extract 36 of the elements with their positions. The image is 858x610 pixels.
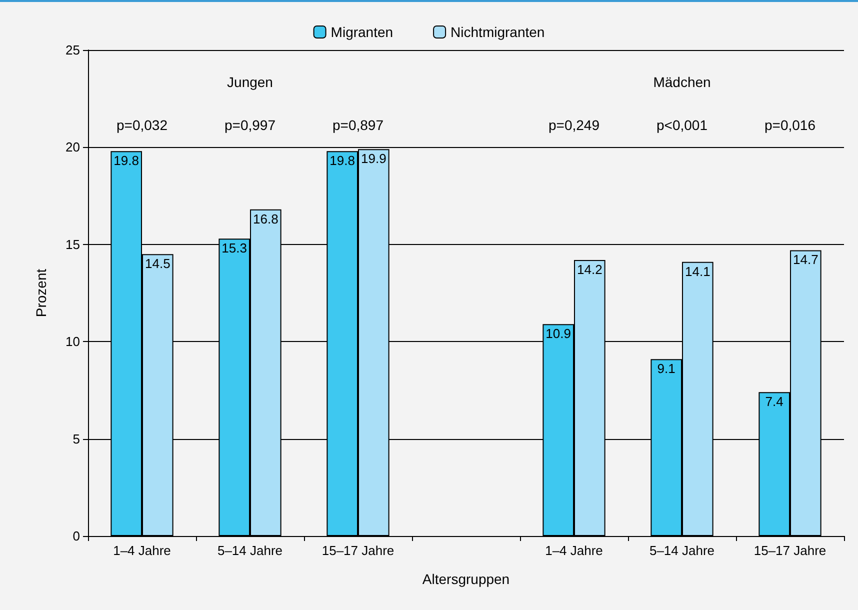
annotation: p=0,897 bbox=[332, 117, 384, 133]
y-axis-title: Prozent bbox=[33, 268, 49, 318]
annotation: Mädchen bbox=[653, 74, 711, 90]
annotation: Jungen bbox=[227, 74, 273, 90]
data-label: 10.9 bbox=[546, 326, 571, 342]
x-tick-label: 1–4 Jahre bbox=[113, 543, 171, 558]
annotation: p=0,032 bbox=[116, 117, 168, 133]
data-label: 7.4 bbox=[765, 394, 784, 410]
x-tick-label: 15–17 Jahre bbox=[322, 543, 394, 558]
y-tick-label: 15 bbox=[66, 236, 80, 252]
data-label: 9.1 bbox=[657, 361, 676, 376]
data-label: 15.3 bbox=[222, 240, 247, 256]
y-tick-label: 5 bbox=[72, 431, 80, 446]
y-tick-label: 20 bbox=[66, 140, 80, 155]
y-tick-label: 10 bbox=[66, 334, 80, 350]
data-label: 14.2 bbox=[577, 262, 602, 277]
legend-label: Migranten bbox=[330, 24, 394, 40]
y-tick-label: 0 bbox=[72, 528, 80, 544]
legend-label: Nichtmigranten bbox=[450, 24, 545, 40]
x-tick-label: 5–14 Jahre bbox=[649, 543, 715, 558]
annotation: p<0,001 bbox=[656, 117, 708, 133]
x-axis-title: Altersgruppen bbox=[422, 571, 510, 587]
x-tick-label: 5–14 Jahre bbox=[217, 543, 283, 558]
annotation: p=0,249 bbox=[548, 117, 600, 133]
x-tick-label: 15–17 Jahre bbox=[754, 543, 826, 558]
data-label: 19.8 bbox=[330, 153, 355, 168]
y-tick-label: 25 bbox=[66, 42, 80, 58]
annotation: p=0,016 bbox=[764, 117, 816, 133]
annotation: p=0,997 bbox=[224, 117, 276, 133]
data-label: 16.8 bbox=[253, 211, 278, 226]
data-label: 19.8 bbox=[114, 153, 139, 168]
x-tick-label: 1–4 Jahre bbox=[545, 543, 603, 558]
data-label: 14.5 bbox=[145, 256, 170, 272]
data-label: 14.7 bbox=[793, 252, 818, 268]
data-label: 19.9 bbox=[361, 151, 386, 166]
data-label: 14.1 bbox=[685, 264, 710, 279]
